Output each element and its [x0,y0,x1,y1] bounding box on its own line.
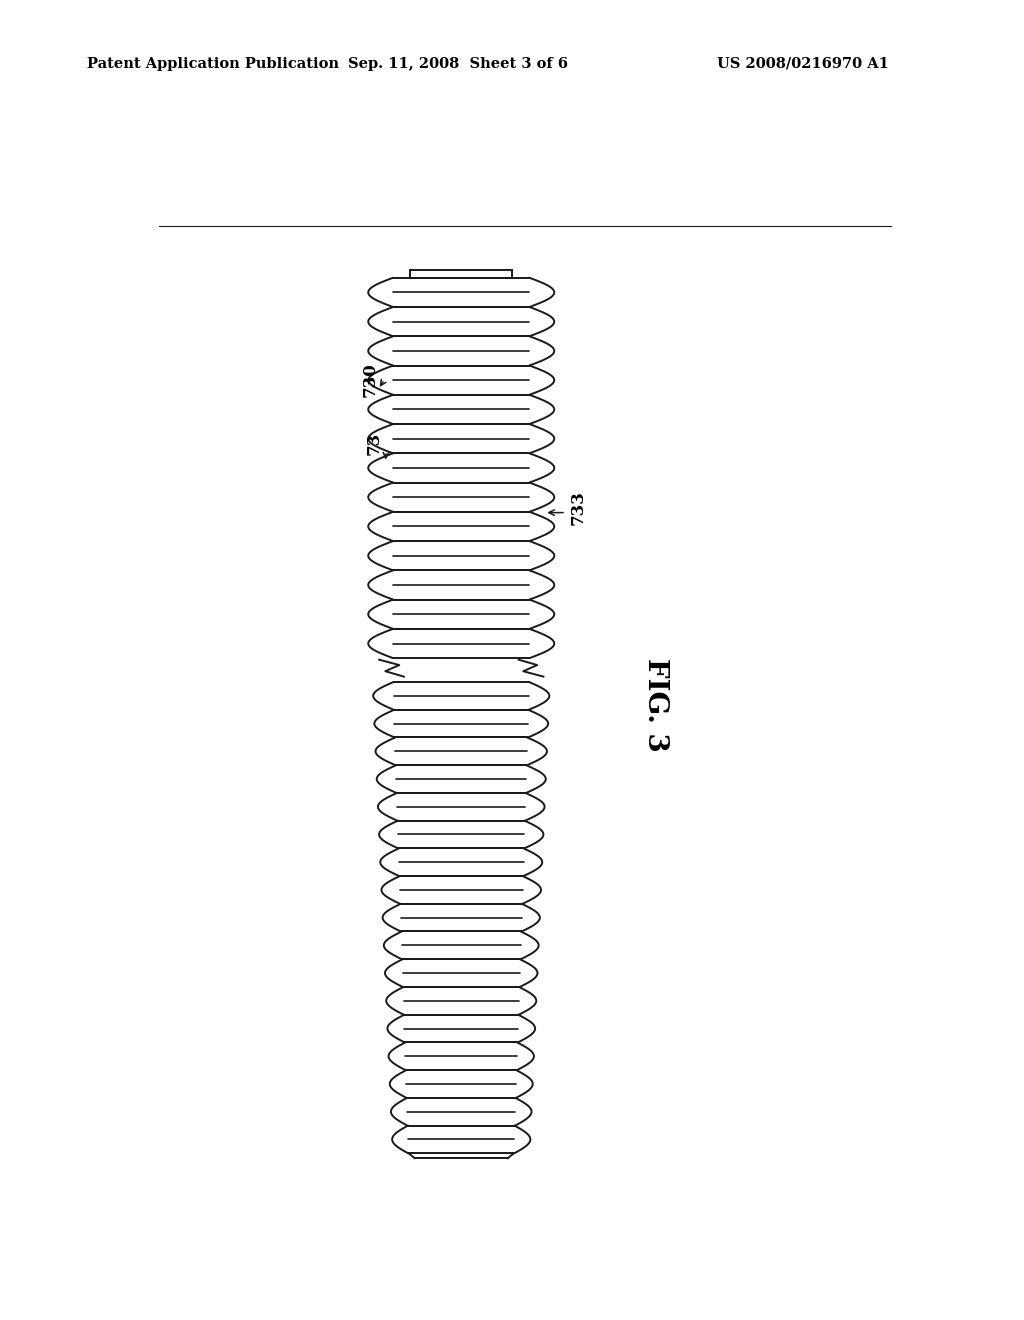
Text: US 2008/0216970 A1: US 2008/0216970 A1 [717,57,889,71]
Text: 73: 73 [366,432,383,455]
Text: 730: 730 [362,362,379,397]
Text: Patent Application Publication: Patent Application Publication [87,57,339,71]
Text: 733: 733 [569,490,587,524]
Text: Sep. 11, 2008  Sheet 3 of 6: Sep. 11, 2008 Sheet 3 of 6 [348,57,568,71]
Text: FIG. 3: FIG. 3 [641,659,669,752]
